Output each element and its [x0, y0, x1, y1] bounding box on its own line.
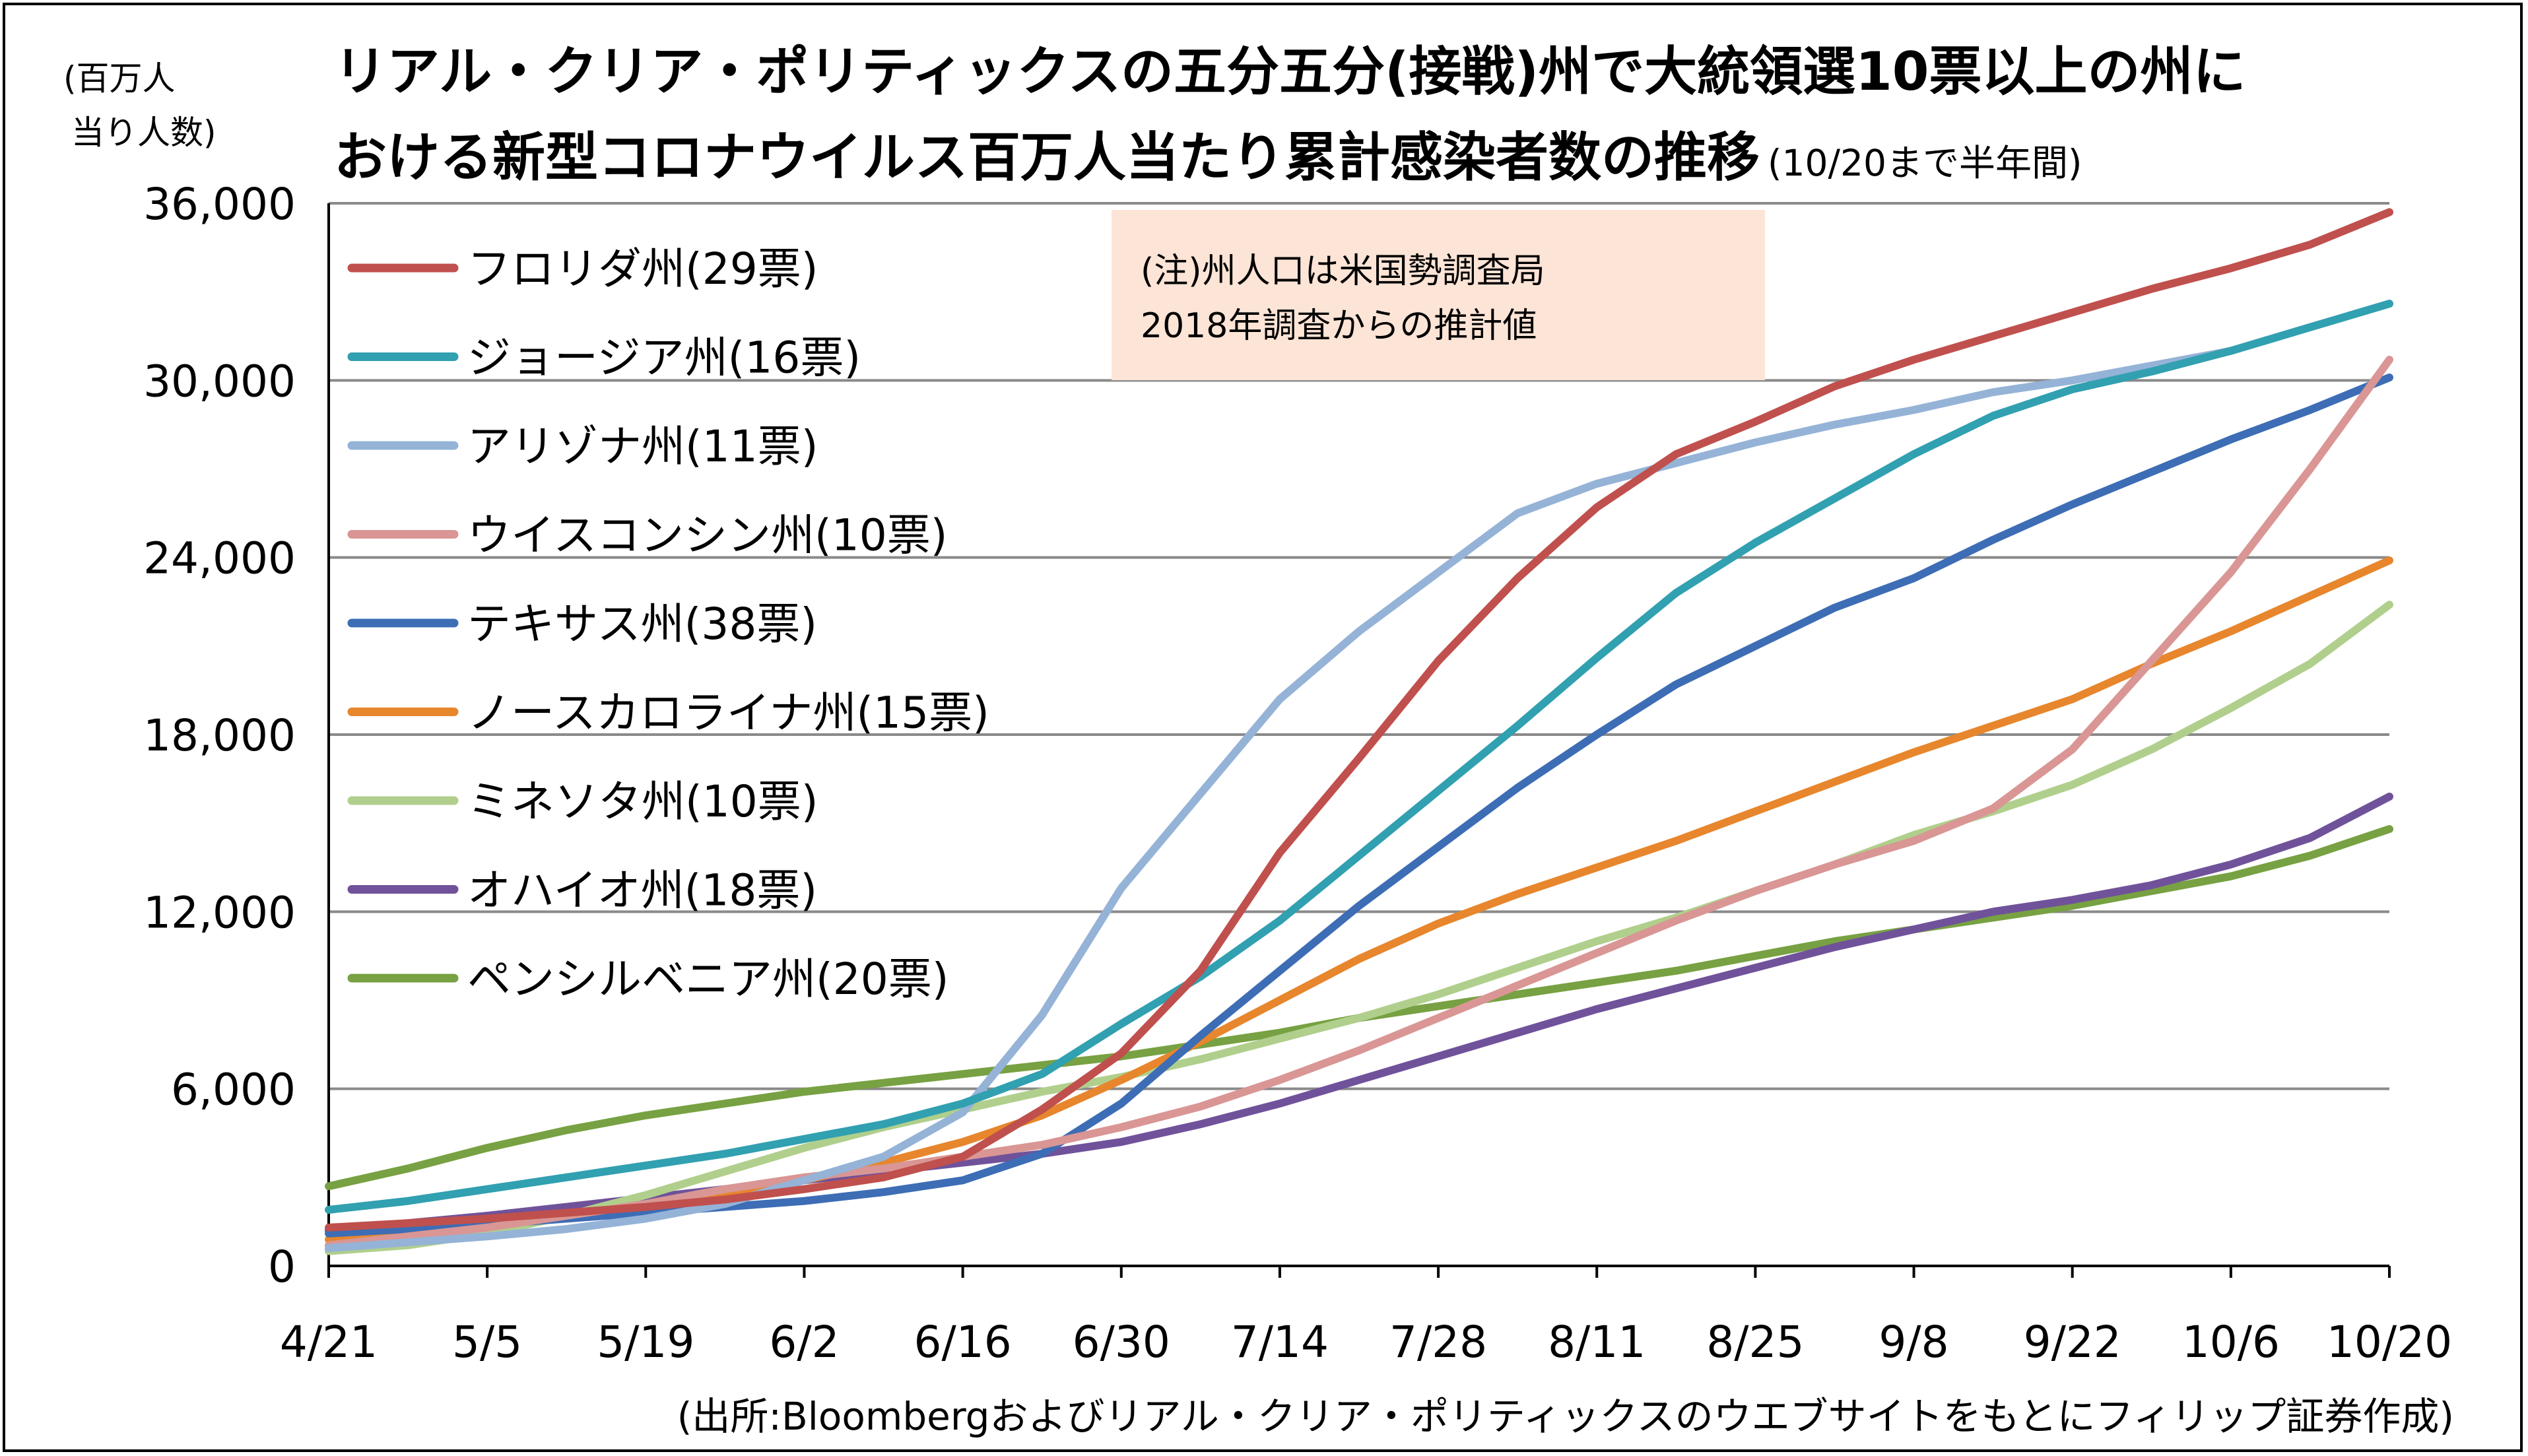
series-line — [325, 300, 2393, 1253]
legend-label: ジョージア州(16票) — [467, 333, 861, 383]
legend: フロリダ州(29票) ジョージア州(16票) アリゾナ州(11票) ウイスコンシン州(… — [347, 244, 989, 1005]
legend-label: フロリダ州(29票) — [467, 244, 818, 294]
x-tick-label: 5/19 — [597, 1317, 694, 1368]
x-tick-label: 10/20 — [2327, 1317, 2452, 1368]
chart-frame: 0 6,000 12,000 18,000 24,000 30,000 36,000 4/2… — [3, 3, 2523, 1452]
series-line — [325, 601, 2393, 1255]
legend-label: オハイオ州(18票) — [467, 865, 817, 916]
x-tick-label: 8/11 — [1548, 1317, 1646, 1368]
y-tick-label: 24,000 — [143, 533, 296, 584]
chart-title-line-2: おける新型コロナウイルス百万人当たり累計感染者数の推移 (10/20まで半年間) — [334, 127, 2082, 188]
y-tick-label: 0 — [268, 1241, 296, 1292]
x-axis-tick-labels: 4/21 5/5 5/19 6/2 6/16 6/30 7/14 7/28 8/11 8/25 9/… — [280, 1317, 2452, 1368]
y-axis-tick-labels: 0 6,000 12,000 18,000 24,000 30,000 36,000 — [143, 179, 296, 1292]
x-tick-label: 9/8 — [1879, 1317, 1948, 1368]
x-tick-label: 10/6 — [2182, 1317, 2280, 1368]
legend-label: ミネソタ州(10票) — [467, 776, 818, 827]
note-line-1: (注)州人口は米国勢調査局 — [1141, 251, 1545, 291]
x-tick-label: 9/22 — [2024, 1317, 2121, 1368]
note-line-2: 2018年調査からの推計値 — [1141, 306, 1537, 346]
series-line — [325, 300, 2393, 1214]
chart-title-line-2-main: おける新型コロナウイルス百万人当たり累計感染者数の推移 — [334, 127, 1760, 188]
chart-title-line-2-note: (10/20まで半年間) — [1768, 142, 2082, 184]
x-tick-label: 7/28 — [1389, 1317, 1487, 1368]
series-lines — [325, 208, 2393, 1255]
legend-label: アリゾナ州(11票) — [467, 421, 818, 472]
x-tick-label: 6/16 — [914, 1317, 1012, 1368]
y-tick-label: 30,000 — [143, 356, 296, 407]
legend-label: ノースカロライナ州(15票) — [467, 688, 989, 739]
legend-label: ウイスコンシン州(10票) — [467, 510, 948, 561]
chart-title-line-1: リアル・クリア・ポリティックスの五分五分(接戦)州で大統領選10票以上の州に — [334, 41, 2245, 102]
x-tick-label: 6/2 — [769, 1317, 839, 1368]
line-chart: 0 6,000 12,000 18,000 24,000 30,000 36,000 4/2… — [63, 41, 2454, 1439]
source-note: (出所:Bloombergおよびリアル・クリア・ポリティックスのウエブサイトをも… — [677, 1394, 2454, 1439]
legend-label: ペンシルベニア州(20票) — [467, 954, 948, 1005]
legend-label: テキサス州(38票) — [467, 599, 817, 649]
series-line — [325, 356, 2393, 1249]
x-axis-ticks — [327, 1266, 2391, 1278]
y-tick-label: 12,000 — [143, 887, 296, 938]
y-tick-label: 18,000 — [143, 710, 296, 761]
x-tick-label: 7/14 — [1231, 1317, 1329, 1368]
series-line — [325, 208, 2393, 1232]
y-axis-label-line-2: 当り人数) — [71, 114, 216, 152]
y-axis-label-line-1: (百万人 — [63, 59, 176, 98]
y-tick-label: 6,000 — [171, 1065, 296, 1115]
gridlines — [329, 202, 2389, 1090]
x-tick-label: 4/21 — [280, 1317, 378, 1368]
x-tick-label: 5/5 — [452, 1317, 522, 1368]
x-tick-label: 8/25 — [1706, 1317, 1804, 1368]
x-tick-label: 6/30 — [1073, 1317, 1170, 1368]
note-box — [1112, 210, 1765, 380]
y-tick-label: 36,000 — [143, 179, 296, 230]
